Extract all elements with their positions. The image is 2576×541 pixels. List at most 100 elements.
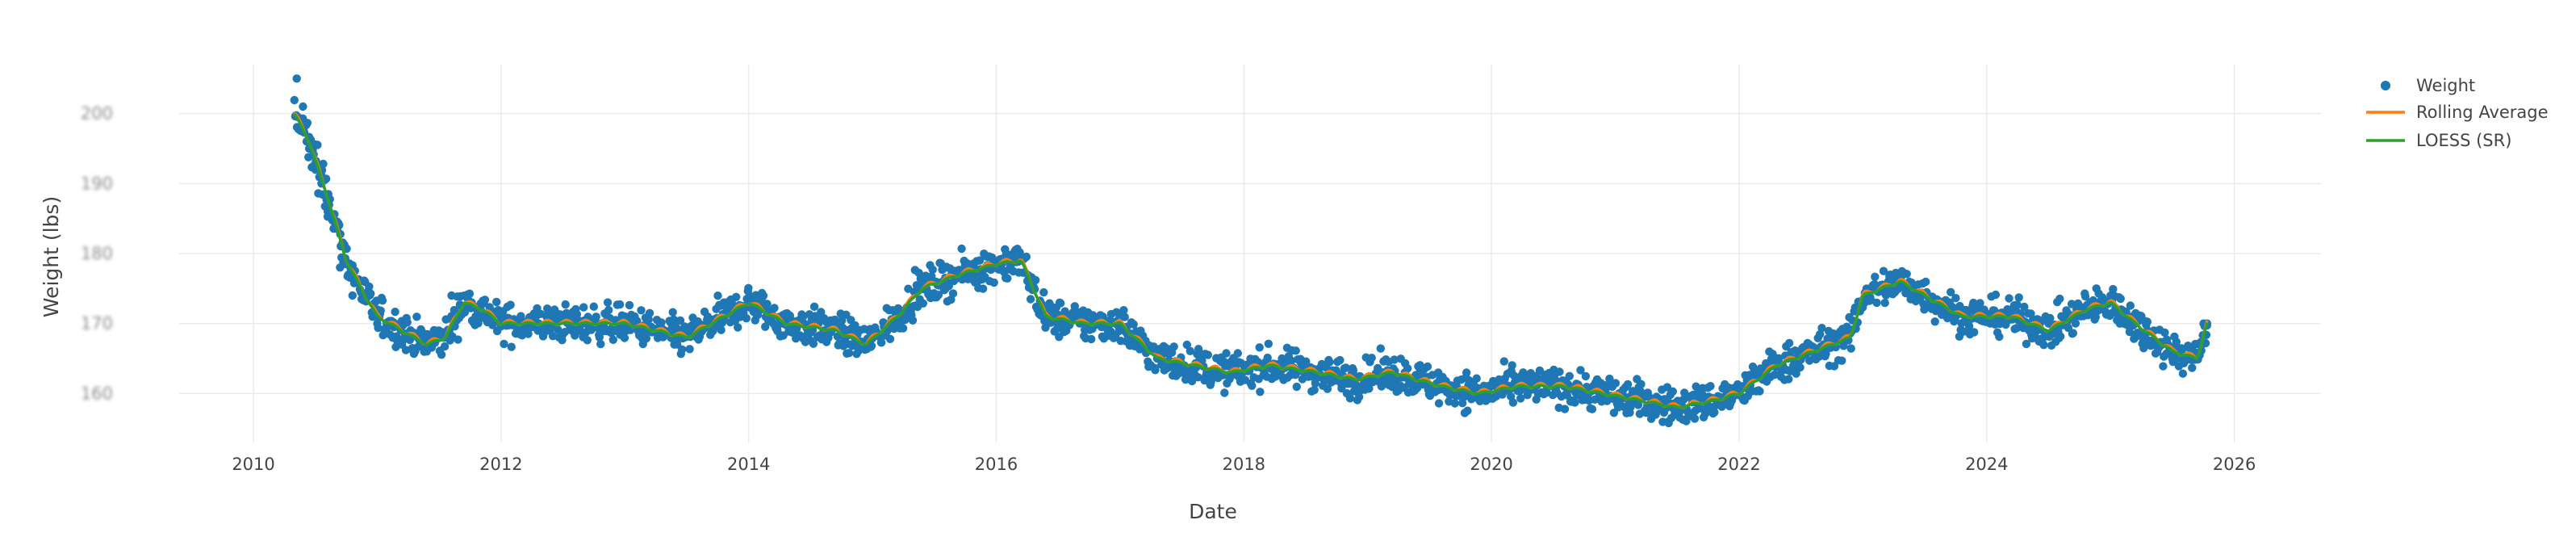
weight-point — [1880, 298, 1889, 308]
weight-point — [2055, 294, 2064, 304]
weight-point — [1151, 366, 1160, 375]
weight-point — [637, 306, 646, 315]
x-tick-label: 2024 — [1965, 455, 2008, 474]
weight-point — [1879, 266, 1888, 275]
weight-point — [1222, 349, 1231, 358]
weight-point — [1817, 324, 1826, 333]
weight-point — [365, 282, 374, 291]
weight-point — [2091, 312, 2100, 321]
weight-point — [1555, 367, 1564, 376]
weight-point — [1169, 342, 1178, 351]
weight-point — [1336, 355, 1344, 365]
weight-point — [1619, 402, 1629, 411]
weight-point — [2013, 300, 2022, 309]
weight-point — [732, 292, 741, 301]
weight-point — [2044, 319, 2053, 328]
weight-point — [1458, 399, 1467, 408]
weight-point — [1623, 380, 1633, 389]
weight-point — [373, 319, 382, 328]
weight-point — [571, 326, 580, 335]
weight-point — [1499, 357, 1509, 366]
weight-point — [1830, 362, 1839, 371]
weight-point — [492, 297, 501, 307]
weight-point — [670, 340, 679, 349]
weight-point — [1697, 403, 1707, 412]
weight-point — [608, 335, 617, 344]
weight-point — [422, 347, 431, 356]
weight-point — [1248, 381, 1257, 390]
legend-item-loess[interactable]: LOESS (SR) — [2366, 131, 2511, 150]
weight-point — [450, 305, 459, 315]
weight-point — [589, 302, 598, 311]
legend-rolling-average-label: Rolling Average — [2416, 103, 2549, 122]
weight-point — [1341, 363, 1350, 372]
weight-point — [1472, 374, 1481, 383]
y-tick-label: 160 — [81, 384, 113, 403]
legend-item-rolling-average[interactable]: Rolling Average — [2366, 103, 2549, 122]
weight-point — [1129, 320, 1138, 329]
weight-point — [2172, 338, 2181, 346]
weight-point — [1310, 385, 1319, 395]
weight-point — [1560, 405, 1570, 413]
weight-point — [1087, 334, 1096, 344]
y-tick-label: 170 — [81, 314, 113, 333]
weight-point — [1462, 368, 1471, 377]
weight-point — [759, 291, 768, 300]
weight-point — [1367, 354, 1376, 363]
weight-point — [348, 291, 357, 300]
weight-point — [2125, 327, 2135, 337]
weight-point — [1256, 388, 1265, 396]
weight-point — [2126, 301, 2135, 310]
weight-point — [934, 291, 943, 300]
weight-point — [1508, 361, 1516, 370]
weight-point — [1376, 344, 1386, 353]
weight-point — [1581, 371, 1591, 381]
weight-point — [1633, 401, 1643, 409]
weight-point — [1930, 317, 1939, 326]
weight-point — [1311, 379, 1320, 388]
legend-item-weight[interactable]: Weight — [2381, 76, 2475, 95]
weight-point — [447, 291, 456, 300]
weight-point — [391, 308, 399, 317]
weight-point — [524, 329, 533, 338]
weight-point — [1611, 379, 1620, 388]
weight-point — [1031, 275, 1040, 285]
weight-point — [2160, 328, 2169, 338]
loess-line — [293, 112, 2209, 409]
weight-point — [2116, 294, 2125, 304]
weight-point — [412, 312, 421, 321]
weight-point — [685, 345, 694, 354]
x-axis-title: Date — [1189, 500, 1237, 523]
weight-point — [625, 300, 634, 310]
weight-point — [1565, 371, 1574, 380]
weight-point — [1039, 287, 1048, 297]
weight-point — [1103, 326, 1112, 335]
weight-point — [460, 308, 470, 317]
x-tick-label: 2018 — [1223, 455, 1265, 474]
weight-point — [2022, 339, 2031, 349]
weight-point — [319, 159, 328, 169]
weight-point — [405, 335, 415, 345]
x-tick-label: 2020 — [1470, 455, 1512, 474]
weight-point — [1056, 299, 1065, 308]
weight-point — [1535, 366, 1545, 375]
weight-point — [604, 305, 613, 315]
weight-point — [2177, 346, 2187, 354]
weight-point — [1255, 343, 1264, 352]
weight-point — [1784, 338, 1794, 348]
y-gridlines — [179, 112, 2321, 395]
weight-point — [918, 299, 928, 308]
weight-point — [1112, 308, 1121, 317]
weight-point — [1641, 409, 1650, 417]
legend-weight-marker — [2381, 81, 2390, 90]
x-tick-label: 2010 — [232, 455, 274, 474]
legend: Weight Rolling Average LOESS (SR) — [2366, 76, 2549, 150]
weight-point — [839, 342, 848, 350]
weight-point — [1516, 394, 1525, 403]
weight-point — [809, 339, 818, 348]
weight-point — [403, 318, 412, 327]
weight-point — [592, 312, 600, 321]
weight-point — [1026, 295, 1035, 304]
weight-point — [579, 303, 588, 312]
